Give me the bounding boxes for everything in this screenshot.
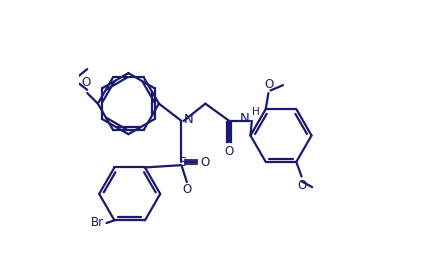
Text: S: S <box>179 156 187 169</box>
Text: O: O <box>81 76 91 89</box>
Text: Br: Br <box>91 217 104 230</box>
Text: O: O <box>297 179 306 192</box>
Text: O: O <box>182 183 191 196</box>
Text: H: H <box>252 107 259 117</box>
Text: N: N <box>240 112 249 125</box>
Text: O: O <box>225 145 234 158</box>
Text: O: O <box>200 156 209 169</box>
Text: N: N <box>184 113 193 126</box>
Text: O: O <box>264 78 273 91</box>
